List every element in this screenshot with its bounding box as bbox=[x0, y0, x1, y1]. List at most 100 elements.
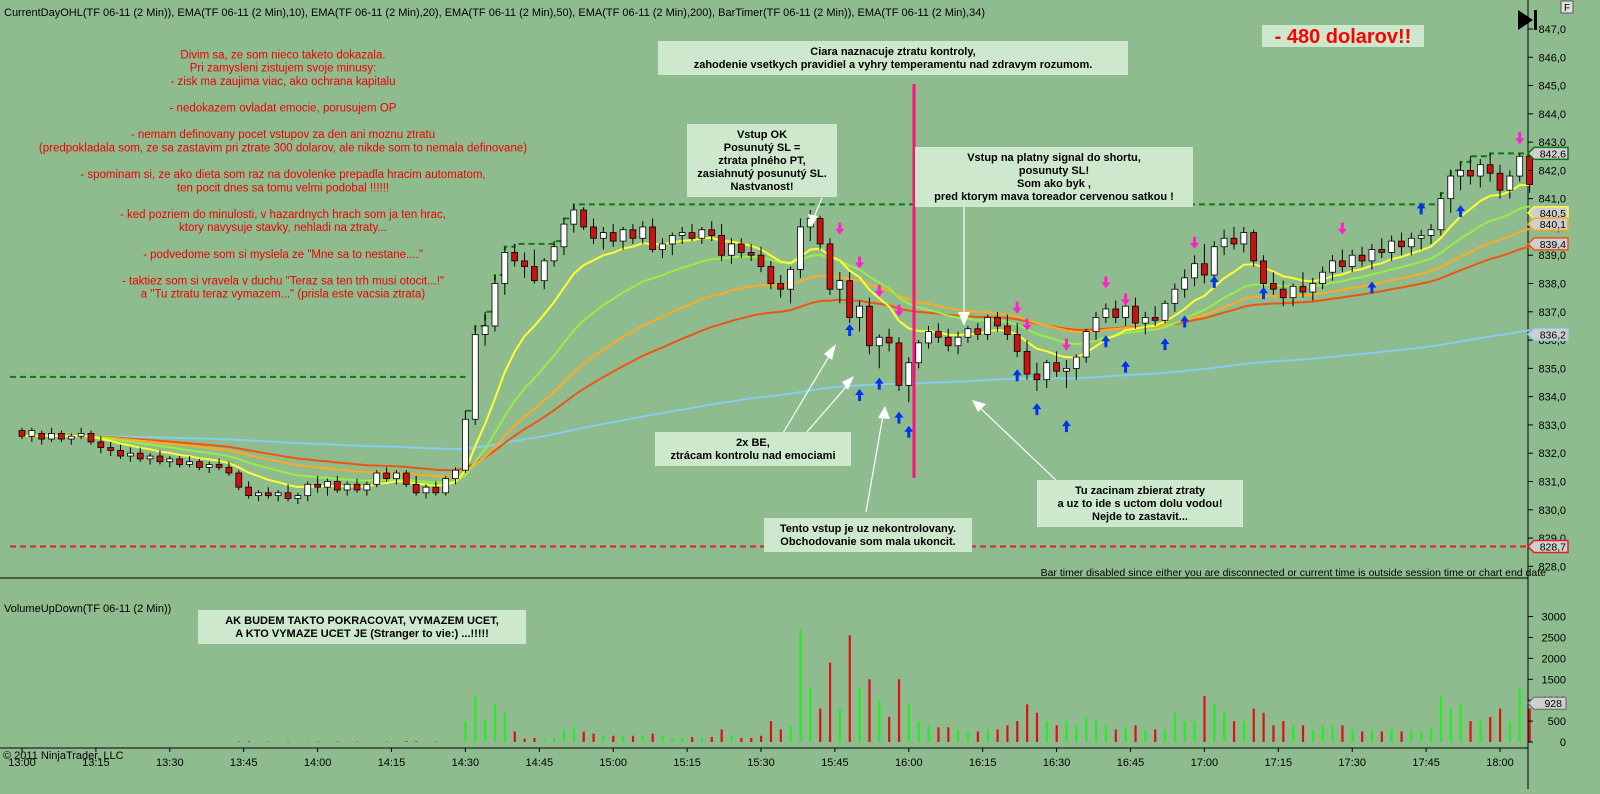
candle-body[interactable] bbox=[768, 267, 774, 284]
candle-body[interactable] bbox=[817, 218, 823, 243]
candle-body[interactable] bbox=[374, 473, 380, 484]
candle-body[interactable] bbox=[758, 255, 764, 266]
candle-body[interactable] bbox=[1004, 326, 1010, 334]
volume-bar[interactable] bbox=[1400, 732, 1402, 742]
candle-body[interactable] bbox=[354, 484, 360, 490]
volume-bar[interactable] bbox=[1469, 721, 1471, 742]
volume-bar[interactable] bbox=[947, 727, 949, 742]
volume-bar[interactable] bbox=[632, 736, 634, 742]
volume-bar[interactable] bbox=[533, 738, 535, 742]
candle-body[interactable] bbox=[1231, 238, 1237, 244]
volume-bar[interactable] bbox=[1243, 721, 1245, 742]
volume-bar[interactable] bbox=[612, 736, 614, 742]
candle-body[interactable] bbox=[108, 448, 114, 451]
candle-body[interactable] bbox=[216, 465, 222, 468]
volume-bar[interactable] bbox=[859, 688, 861, 742]
candle-body[interactable] bbox=[384, 473, 390, 479]
volume-bar[interactable] bbox=[967, 732, 969, 742]
volume-bar[interactable] bbox=[1026, 704, 1028, 742]
volume-bar[interactable] bbox=[996, 729, 998, 742]
candle-body[interactable] bbox=[1123, 306, 1129, 317]
candle-body[interactable] bbox=[748, 252, 754, 255]
candle-body[interactable] bbox=[797, 227, 803, 269]
candle-body[interactable] bbox=[679, 233, 685, 236]
candle-body[interactable] bbox=[1034, 374, 1040, 380]
volume-bar[interactable] bbox=[819, 709, 821, 742]
volume-bar[interactable] bbox=[405, 741, 407, 742]
candle-body[interactable] bbox=[98, 442, 104, 448]
candle-body[interactable] bbox=[1438, 199, 1444, 230]
candle-body[interactable] bbox=[58, 433, 64, 439]
volume-bar[interactable] bbox=[1036, 713, 1038, 742]
volume-bar[interactable] bbox=[730, 736, 732, 742]
candle-body[interactable] bbox=[866, 306, 872, 346]
volume-bar[interactable] bbox=[750, 738, 752, 742]
candle-body[interactable] bbox=[275, 493, 281, 496]
candle-body[interactable] bbox=[246, 487, 252, 495]
candle-body[interactable] bbox=[137, 453, 143, 459]
volume-bar[interactable] bbox=[474, 696, 476, 742]
candle-body[interactable] bbox=[1073, 357, 1079, 368]
candle-body[interactable] bbox=[669, 235, 675, 243]
candle-body[interactable] bbox=[1428, 230, 1434, 236]
candle-body[interactable] bbox=[935, 332, 941, 338]
candle-body[interactable] bbox=[1369, 250, 1375, 261]
candle-body[interactable] bbox=[1024, 351, 1030, 374]
candle-body[interactable] bbox=[1054, 363, 1060, 371]
volume-bar[interactable] bbox=[1095, 721, 1097, 742]
candle-body[interactable] bbox=[1280, 289, 1286, 297]
candle-body[interactable] bbox=[1083, 332, 1089, 357]
candle-body[interactable] bbox=[709, 230, 715, 236]
candle-body[interactable] bbox=[236, 473, 242, 487]
volume-bar[interactable] bbox=[1410, 729, 1412, 742]
volume-bar[interactable] bbox=[1381, 732, 1383, 742]
volume-bar[interactable] bbox=[780, 729, 782, 742]
volume-bar[interactable] bbox=[376, 741, 378, 742]
candle-body[interactable] bbox=[955, 337, 961, 345]
volume-bar[interactable] bbox=[918, 721, 920, 742]
candle-body[interactable] bbox=[177, 459, 183, 465]
candle-body[interactable] bbox=[68, 436, 74, 439]
volume-bar[interactable] bbox=[602, 736, 604, 742]
candle-body[interactable] bbox=[1162, 303, 1168, 320]
volume-bar[interactable] bbox=[760, 736, 762, 742]
candle-body[interactable] bbox=[1261, 261, 1267, 284]
candle-body[interactable] bbox=[1359, 255, 1365, 261]
candle-body[interactable] bbox=[1251, 233, 1257, 261]
candle-body[interactable] bbox=[847, 281, 853, 318]
candle-body[interactable] bbox=[1044, 363, 1050, 380]
candle-body[interactable] bbox=[295, 496, 301, 499]
volume-bar[interactable] bbox=[1203, 696, 1205, 742]
volume-bar[interactable] bbox=[1499, 709, 1501, 742]
candle-body[interactable] bbox=[344, 484, 350, 490]
volume-bar[interactable] bbox=[504, 713, 506, 742]
candle-body[interactable] bbox=[1477, 165, 1483, 176]
candle-body[interactable] bbox=[88, 433, 94, 441]
candle-body[interactable] bbox=[640, 227, 646, 238]
volume-bar[interactable] bbox=[524, 739, 526, 742]
volume-bar[interactable] bbox=[1134, 725, 1136, 742]
candle-body[interactable] bbox=[1290, 286, 1296, 297]
volume-bar[interactable] bbox=[937, 727, 939, 742]
volume-bar[interactable] bbox=[455, 741, 457, 742]
volume-bar[interactable] bbox=[415, 741, 417, 742]
volume-bar[interactable] bbox=[1164, 729, 1166, 742]
volume-bar[interactable] bbox=[642, 736, 644, 742]
candle-body[interactable] bbox=[433, 487, 439, 493]
volume-bar[interactable] bbox=[1194, 721, 1196, 742]
candle-body[interactable] bbox=[1507, 176, 1513, 190]
candle-body[interactable] bbox=[1448, 176, 1454, 199]
volume-bar[interactable] bbox=[1341, 725, 1343, 742]
candle-body[interactable] bbox=[49, 433, 55, 439]
volume-bar[interactable] bbox=[1519, 688, 1521, 742]
candle-body[interactable] bbox=[689, 233, 695, 239]
volume-bar[interactable] bbox=[1213, 704, 1215, 742]
candle-body[interactable] bbox=[196, 462, 202, 468]
volume-bar[interactable] bbox=[1253, 709, 1255, 742]
candle-body[interactable] bbox=[1487, 165, 1493, 173]
candle-body[interactable] bbox=[315, 484, 321, 487]
volume-bar[interactable] bbox=[1046, 721, 1048, 742]
candle-body[interactable] bbox=[1113, 309, 1119, 317]
candle-body[interactable] bbox=[837, 281, 843, 289]
candle-body[interactable] bbox=[738, 244, 744, 252]
